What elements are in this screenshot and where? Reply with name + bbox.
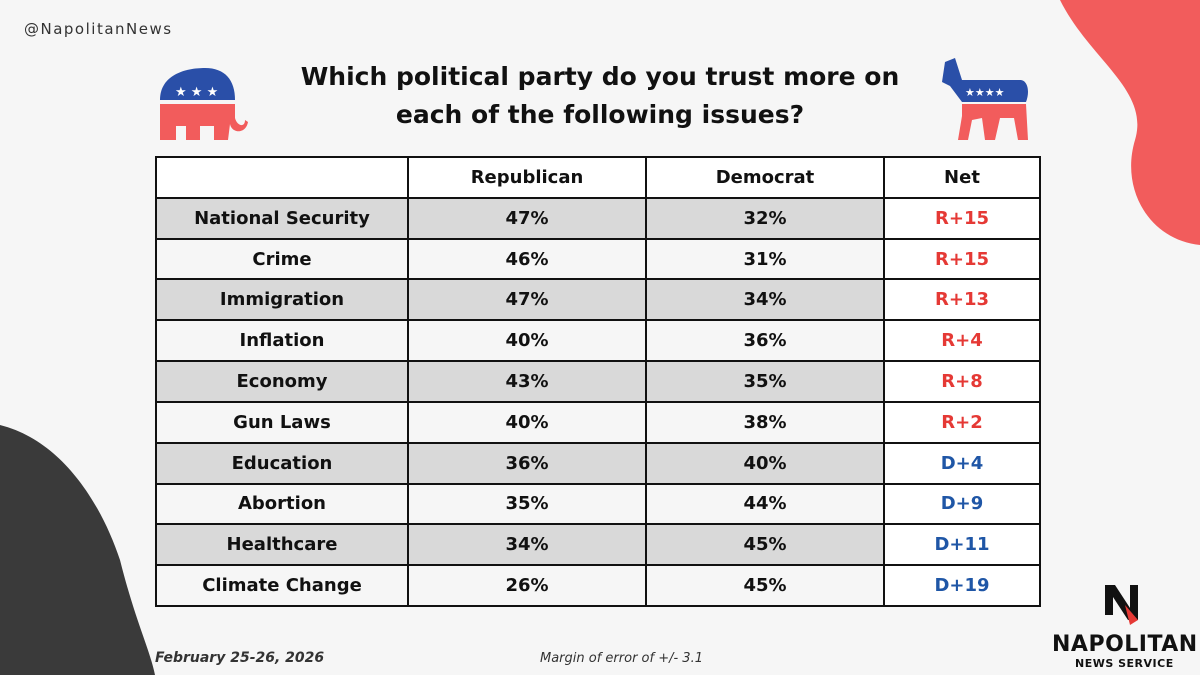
value-cell: 36% xyxy=(407,441,647,485)
value-cell: 46% xyxy=(407,237,647,281)
value-cell: 34% xyxy=(407,523,647,567)
data-row: National Security 47% 32% R+15 xyxy=(155,196,1041,240)
value-cell: R+4 xyxy=(883,319,1041,363)
value-cell: 31% xyxy=(645,237,885,281)
data-row: Climate Change 26% 45% D+19 xyxy=(155,564,1041,607)
handle: @NapolitanNews xyxy=(24,20,173,38)
value-cell: 40% xyxy=(407,400,647,444)
issue-cell: National Security xyxy=(155,196,409,240)
value-cell: 47% xyxy=(407,196,647,240)
donkey-icon: ★★★★ xyxy=(942,58,1028,140)
issue-cell: Climate Change xyxy=(155,564,409,607)
header-cell: Net xyxy=(883,156,1041,199)
value-cell: 43% xyxy=(407,360,647,403)
value-cell: D+9 xyxy=(883,482,1041,526)
header-cell xyxy=(155,156,409,199)
value-cell: 45% xyxy=(645,523,885,567)
header-cell: Democrat xyxy=(645,156,885,199)
value-cell: R+15 xyxy=(883,237,1041,281)
value-cell: 45% xyxy=(645,564,885,607)
value-cell: 36% xyxy=(645,319,885,363)
value-cell: R+8 xyxy=(883,360,1041,403)
data-row: Gun Laws 40% 38% R+2 xyxy=(155,400,1041,444)
value-cell: 44% xyxy=(645,482,885,526)
data-row: Inflation 40% 36% R+4 xyxy=(155,319,1041,363)
value-cell: D+19 xyxy=(883,564,1041,607)
value-cell: D+4 xyxy=(883,441,1041,485)
dark-blob xyxy=(0,425,155,675)
logo-mark xyxy=(1105,585,1138,625)
data-row: Abortion 35% 44% D+9 xyxy=(155,482,1041,526)
issues-table: Republican Democrat Net National Security 47… xyxy=(155,156,1041,607)
value-cell: R+15 xyxy=(883,196,1041,240)
title-line: Which political party do you trust more … xyxy=(300,62,900,91)
value-cell: 38% xyxy=(645,400,885,444)
header-cell: Republican xyxy=(407,156,647,199)
value-cell: 35% xyxy=(645,360,885,403)
title-line: each of the following issues? xyxy=(395,100,805,129)
logo-name: NAPOLITAN xyxy=(1052,632,1198,657)
issue-cell: Economy xyxy=(155,360,409,403)
data-row: Education 36% 40% D+4 xyxy=(155,441,1041,485)
value-cell: 47% xyxy=(407,278,647,322)
value-cell: 40% xyxy=(645,441,885,485)
title: Which political party do you trust more … xyxy=(250,58,950,134)
value-cell: R+13 xyxy=(883,278,1041,322)
value-cell: 40% xyxy=(407,319,647,363)
value-cell: 26% xyxy=(407,564,647,607)
issue-cell: Crime xyxy=(155,237,409,281)
issue-cell: Inflation xyxy=(155,319,409,363)
value-cell: 32% xyxy=(645,196,885,240)
header-row: Republican Democrat Net xyxy=(155,156,1041,199)
issue-cell: Gun Laws xyxy=(155,400,409,444)
value-cell: 34% xyxy=(645,278,885,322)
issue-cell: Healthcare xyxy=(155,523,409,567)
value-cell: D+11 xyxy=(883,523,1041,567)
logo-tagline: NEWS SERVICE xyxy=(1075,657,1174,670)
data-row: Crime 46% 31% R+15 xyxy=(155,237,1041,281)
value-cell: R+2 xyxy=(883,400,1041,444)
issue-cell: Immigration xyxy=(155,278,409,322)
issue-cell: Education xyxy=(155,441,409,485)
margin-of-error: Margin of error of +/- 3.1 xyxy=(540,651,703,666)
svg-text:★ ★ ★: ★ ★ ★ xyxy=(175,85,218,100)
data-row: Economy 43% 35% R+8 xyxy=(155,360,1041,403)
value-cell: 35% xyxy=(407,482,647,526)
data-row: Healthcare 34% 45% D+11 xyxy=(155,523,1041,567)
elephant-icon: ★ ★ ★ xyxy=(160,68,248,140)
svg-text:★★★★: ★★★★ xyxy=(965,86,1005,99)
issue-cell: Abortion xyxy=(155,482,409,526)
data-row: Immigration 47% 34% R+13 xyxy=(155,278,1041,322)
red-blob xyxy=(1060,0,1200,245)
date: February 25-26, 2026 xyxy=(155,650,325,666)
